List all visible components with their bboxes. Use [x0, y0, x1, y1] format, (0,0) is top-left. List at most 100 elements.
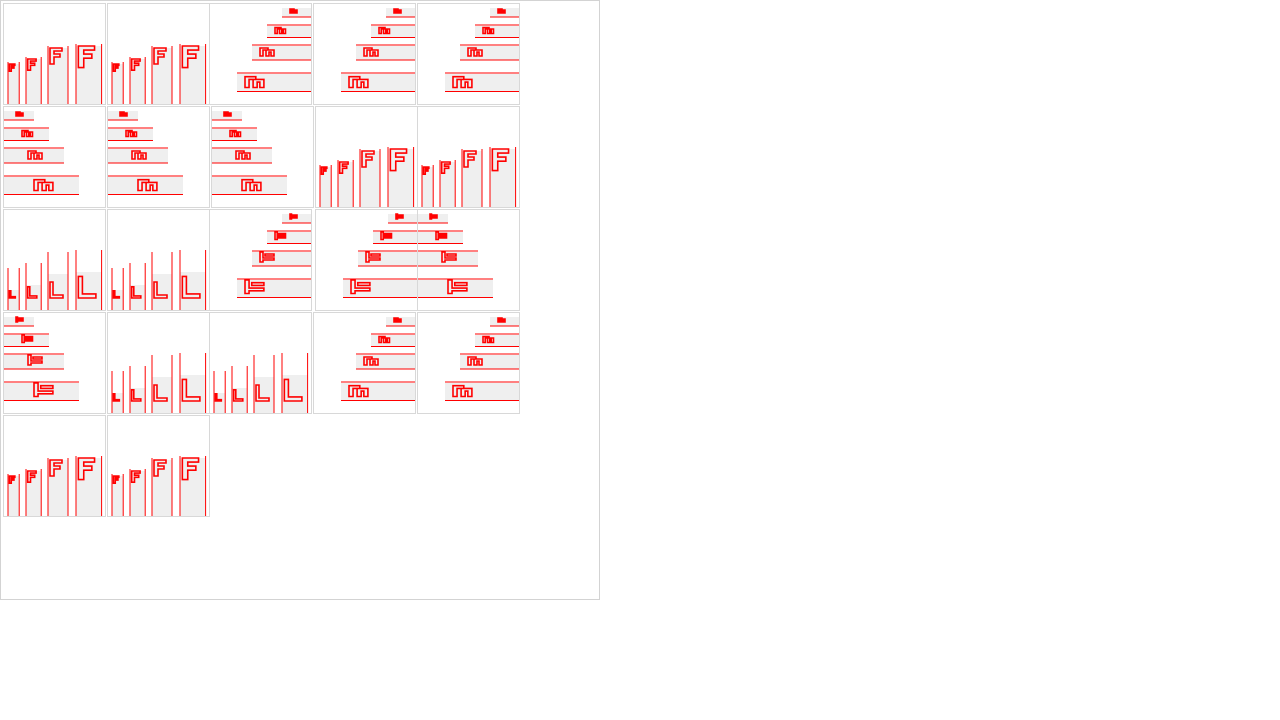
glyph-rot90-4-2-outline: [467, 47, 483, 57]
glyph-f-9-3-outline: [491, 148, 510, 172]
glyph-rot270-14-1: [435, 231, 448, 241]
glyph-rot90-7-3-outline: [241, 178, 262, 192]
glyph-f-9-3: [491, 148, 510, 172]
glyph-rot270-13-2: [365, 251, 381, 263]
glyph-rot270-13-1-outline: [380, 231, 393, 241]
glyph-rot90-19-0-outline: [497, 317, 506, 323]
shade-column: [8, 476, 20, 516]
glyph-f-9-2-outline: [463, 150, 477, 168]
shade-row: [475, 335, 519, 347]
glyph-f-8-0-outline: [320, 166, 328, 176]
glyph-rot90-3-3-outline: [348, 75, 369, 89]
shade-column: [180, 375, 206, 413]
glyph-rot90-5-1: [21, 129, 34, 138]
glyph-l-17-0: [214, 393, 223, 402]
tile-drawing: [7, 44, 103, 104]
glyph-rot90-6-1-outline: [125, 129, 138, 138]
glyph-f-20-0-outline: [8, 475, 16, 485]
test-canvas: [0, 0, 600, 600]
glyph-rot90-6-0: [119, 111, 128, 117]
glyph-rot90-7-0: [223, 111, 232, 117]
glyph-f-8-0: [320, 166, 328, 176]
test-tile: [315, 106, 418, 208]
glyph-rot90-6-2: [131, 150, 147, 160]
test-tile: [107, 415, 210, 517]
glyph-f-0-3: [77, 45, 96, 69]
glyph-rot90-5-0: [15, 111, 24, 117]
glyph-rot270-15-2-outline: [27, 354, 43, 366]
glyph-l-16-0: [112, 393, 121, 402]
glyph-rot270-13-0-outline: [395, 213, 404, 220]
glyph-rot270-14-0: [429, 213, 438, 220]
test-tile: [3, 415, 106, 517]
glyph-rot90-18-2-outline: [363, 356, 379, 366]
glyph-l-16-1: [130, 389, 142, 402]
glyph-l-10-2: [49, 281, 64, 299]
shade-column: [112, 290, 124, 310]
glyph-rot270-15-0-outline: [15, 316, 24, 323]
glyph-l-17-0-outline: [214, 393, 223, 402]
tile-drawing: [7, 456, 103, 516]
glyph-l-10-1: [26, 286, 38, 299]
glyph-rot270-13-1: [380, 231, 393, 241]
glyph-rot90-7-2-outline: [235, 150, 251, 160]
glyph-rot90-7-1-outline: [229, 129, 242, 138]
shade-column: [422, 167, 434, 207]
glyph-f-1-3: [181, 45, 200, 69]
shade-row: [371, 26, 415, 38]
shade-row: [252, 252, 311, 266]
shade-column: [48, 274, 68, 310]
glyph-f-0-2: [49, 47, 63, 65]
glyph-f-8-1-outline: [338, 161, 349, 174]
shade-row: [371, 335, 415, 347]
shade-column: [462, 151, 482, 207]
glyph-f-20-3-outline: [77, 457, 96, 481]
glyph-f-0-1: [26, 58, 37, 71]
glyph-rot90-6-2-outline: [131, 150, 147, 160]
shade-column: [8, 64, 20, 104]
glyph-l-17-2-outline: [255, 384, 270, 402]
glyph-l-10-3-outline: [77, 275, 97, 299]
shade-column: [490, 149, 516, 207]
shade-row: [358, 252, 417, 266]
glyph-l-17-3-outline: [283, 378, 303, 402]
glyph-f-9-2: [463, 150, 477, 168]
glyph-rot90-19-2-outline: [467, 356, 483, 366]
glyph-rot90-19-3: [452, 384, 473, 398]
glyph-rot270-12-1-outline: [274, 231, 287, 241]
glyph-rot90-2-3-outline: [244, 75, 265, 89]
shade-column: [282, 375, 308, 413]
glyph-l-10-0-outline: [8, 290, 17, 299]
glyph-rot90-7-1: [229, 129, 242, 138]
glyph-f-8-2: [361, 150, 375, 168]
shade-column: [76, 272, 102, 310]
tile-drawing: [108, 111, 183, 195]
glyph-l-11-1-outline: [130, 286, 142, 299]
shade-row: [267, 232, 311, 244]
tile-drawing: [341, 8, 415, 92]
glyph-rot90-19-3-outline: [452, 384, 473, 398]
glyph-rot90-6-0-outline: [119, 111, 128, 117]
tile-drawing: [4, 316, 79, 401]
shade-column: [180, 272, 206, 310]
test-tile: [313, 3, 416, 105]
shade-row: [418, 252, 478, 266]
tile-drawing: [418, 213, 493, 298]
glyph-f-1-2-outline: [153, 47, 167, 65]
shade-row: [343, 280, 417, 298]
glyph-rot90-3-2: [363, 47, 379, 57]
shade-column: [112, 64, 124, 104]
glyph-f-20-1-outline: [26, 470, 37, 483]
glyph-f-0-0: [8, 63, 16, 73]
glyph-f-20-2-outline: [49, 459, 63, 477]
test-tile: [3, 3, 106, 105]
glyph-rot270-12-2-outline: [259, 251, 275, 263]
glyph-rot270-14-3: [447, 279, 468, 295]
glyph-rot90-3-0-outline: [393, 8, 402, 14]
test-tile: [107, 106, 210, 208]
glyph-l-11-2-outline: [153, 281, 168, 299]
glyph-l-11-0-outline: [112, 290, 121, 299]
glyph-rot270-12-0: [289, 213, 298, 220]
glyph-l-16-1-outline: [130, 389, 142, 402]
glyph-rot90-19-1-outline: [482, 335, 495, 344]
